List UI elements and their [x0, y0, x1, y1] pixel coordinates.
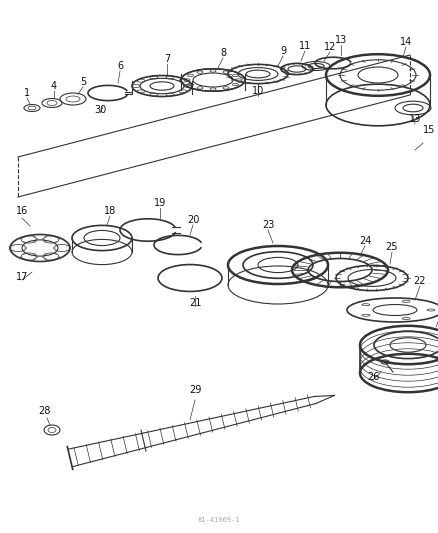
Text: 5: 5 [80, 77, 86, 87]
Text: 1: 1 [24, 88, 30, 98]
Text: 9: 9 [280, 46, 286, 56]
Text: 4: 4 [51, 81, 57, 91]
Text: 10: 10 [252, 86, 264, 96]
Text: 22: 22 [414, 276, 426, 286]
Text: 28: 28 [38, 406, 50, 416]
Text: 30: 30 [94, 105, 106, 115]
Text: 29: 29 [189, 385, 201, 395]
Text: 21: 21 [189, 298, 201, 308]
Text: 23: 23 [262, 220, 274, 230]
Text: 11: 11 [299, 41, 311, 51]
Text: 7: 7 [164, 54, 170, 64]
Text: 14: 14 [400, 37, 412, 47]
Text: 6: 6 [117, 61, 123, 71]
Text: 24: 24 [359, 236, 371, 246]
Text: 16: 16 [16, 206, 28, 216]
Text: 20: 20 [187, 215, 199, 225]
Text: 8: 8 [220, 48, 226, 58]
Text: 12: 12 [324, 42, 336, 52]
Text: 13: 13 [335, 35, 347, 45]
Text: 13: 13 [409, 114, 421, 124]
Text: 81-41069-1: 81-41069-1 [198, 517, 240, 523]
Text: 17: 17 [16, 272, 28, 282]
Text: 26: 26 [367, 372, 379, 382]
Text: 15: 15 [423, 125, 435, 135]
Text: 18: 18 [104, 206, 116, 216]
Text: 25: 25 [386, 242, 398, 252]
Text: 19: 19 [154, 198, 166, 208]
